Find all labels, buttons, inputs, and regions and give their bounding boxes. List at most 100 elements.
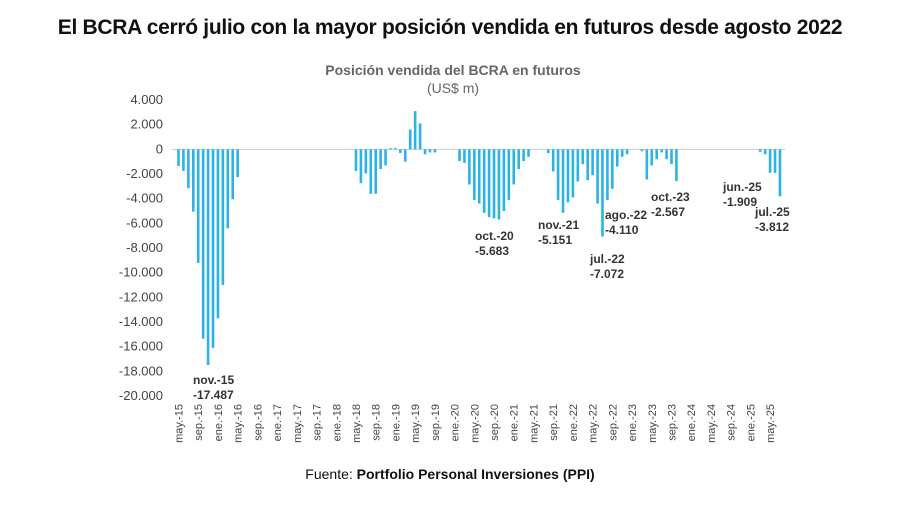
bar bbox=[433, 149, 437, 153]
bar bbox=[423, 149, 427, 155]
annotation-value: -7.072 bbox=[590, 267, 624, 281]
bar bbox=[556, 149, 560, 200]
x-tick-label: may.-25 bbox=[765, 404, 777, 443]
annotation-value: -3.812 bbox=[755, 220, 789, 234]
x-tick-label: may.-22 bbox=[588, 404, 600, 443]
bar bbox=[364, 149, 368, 174]
bar bbox=[640, 149, 644, 152]
bar bbox=[394, 148, 397, 150]
y-tick-label: -8.000 bbox=[126, 240, 163, 255]
annotation-value: -5.151 bbox=[538, 233, 572, 247]
bar bbox=[551, 149, 555, 172]
x-tick-label: sep.-21 bbox=[548, 404, 560, 441]
x-tick-label: ene.-25 bbox=[745, 404, 757, 441]
annotation-value: -17.487 bbox=[193, 388, 234, 402]
x-tick-label: ene.-23 bbox=[627, 404, 639, 441]
bar bbox=[492, 149, 496, 219]
y-tick-label: -16.000 bbox=[119, 339, 163, 354]
bar bbox=[236, 149, 239, 178]
y-tick-label: -2.000 bbox=[126, 166, 163, 181]
headline: El BCRA cerró julio con la mayor posició… bbox=[57, 16, 843, 39]
bar bbox=[413, 111, 417, 150]
bar bbox=[586, 149, 589, 181]
bar bbox=[566, 149, 570, 203]
bar bbox=[497, 149, 501, 220]
bar bbox=[507, 149, 511, 200]
bar bbox=[768, 149, 772, 173]
x-tick-label: ene.-16 bbox=[213, 404, 225, 441]
x-tick-label: sep.-16 bbox=[252, 404, 264, 441]
y-tick-label: 0 bbox=[156, 141, 163, 156]
bar bbox=[191, 149, 195, 212]
bar bbox=[418, 123, 422, 150]
source-note: Fuente: Portfolio Personal Inversiones (… bbox=[0, 466, 900, 482]
x-tick-label: ene.-17 bbox=[272, 404, 284, 441]
x-tick-label: sep.-19 bbox=[430, 404, 442, 441]
bar bbox=[201, 149, 205, 339]
annotation-month: nov.-15 bbox=[193, 373, 234, 387]
annotation-month: nov.-21 bbox=[538, 218, 579, 232]
bar bbox=[763, 149, 767, 155]
chart-subtitle: (US$ m) bbox=[426, 80, 480, 96]
bar bbox=[615, 149, 619, 167]
bar bbox=[428, 149, 432, 153]
bar bbox=[399, 149, 402, 154]
bar bbox=[625, 149, 629, 155]
bar bbox=[571, 149, 575, 198]
x-tick-label: ene.-18 bbox=[331, 404, 343, 441]
y-tick-label: 2.000 bbox=[130, 117, 163, 132]
bar bbox=[389, 148, 392, 150]
y-tick-label: -14.000 bbox=[119, 314, 163, 329]
x-tick-label: sep.-17 bbox=[312, 404, 324, 441]
bar bbox=[408, 129, 412, 150]
x-tick-label: may.-19 bbox=[410, 404, 422, 443]
bar bbox=[758, 149, 762, 152]
bar bbox=[369, 149, 373, 194]
annotation-month: jun.-25 bbox=[722, 180, 762, 194]
x-tick-label: ene.-20 bbox=[450, 404, 462, 441]
bar bbox=[527, 149, 530, 157]
y-tick-label: -10.000 bbox=[119, 265, 163, 280]
x-tick-label: sep.-20 bbox=[489, 404, 501, 441]
annotation-month: oct.-20 bbox=[475, 229, 514, 243]
bar bbox=[231, 149, 235, 200]
bar bbox=[379, 149, 382, 170]
annotation-month: jul.-22 bbox=[589, 252, 625, 266]
bar bbox=[482, 149, 486, 213]
bar bbox=[620, 149, 624, 157]
annotation-value: -2.567 bbox=[651, 205, 685, 219]
x-tick-label: may.-24 bbox=[706, 404, 718, 443]
y-tick-label: 4.000 bbox=[130, 92, 163, 107]
x-tick-label: ene.-19 bbox=[390, 404, 402, 441]
x-tick-label: sep.-23 bbox=[667, 404, 679, 441]
bar bbox=[502, 149, 506, 211]
bar bbox=[581, 149, 585, 165]
bar bbox=[221, 149, 225, 285]
source-label: Fuente: bbox=[305, 466, 353, 482]
bar bbox=[655, 149, 659, 160]
bar bbox=[211, 149, 215, 348]
bar bbox=[196, 149, 200, 263]
bar bbox=[611, 149, 614, 189]
bar bbox=[384, 149, 387, 166]
bar bbox=[473, 149, 476, 200]
chart-title: Posición vendida del BCRA en futuros bbox=[325, 62, 581, 78]
bar bbox=[675, 149, 678, 181]
bar bbox=[354, 149, 358, 171]
bar bbox=[778, 149, 782, 197]
x-tick-label: ene.-22 bbox=[568, 404, 580, 441]
bar bbox=[561, 149, 565, 213]
annotation-month: jul.-25 bbox=[754, 205, 790, 219]
bar bbox=[463, 149, 466, 163]
bar bbox=[206, 149, 210, 366]
x-tick-label: may.-16 bbox=[233, 404, 245, 443]
x-tick-label: sep.-18 bbox=[371, 404, 383, 441]
x-tick-label: may.-17 bbox=[292, 404, 304, 443]
bar bbox=[216, 149, 220, 319]
x-tick-label: sep.-24 bbox=[726, 404, 738, 441]
y-tick-label: -18.000 bbox=[119, 363, 163, 378]
x-tick-label: ene.-21 bbox=[509, 404, 521, 441]
bar bbox=[187, 149, 190, 189]
bar bbox=[670, 149, 673, 165]
